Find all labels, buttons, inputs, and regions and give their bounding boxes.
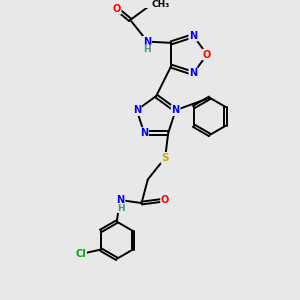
Text: O: O <box>161 195 169 205</box>
Text: N: N <box>172 105 180 115</box>
Text: N: N <box>189 68 197 78</box>
Text: N: N <box>189 31 197 41</box>
Text: H: H <box>143 45 151 54</box>
Text: Cl: Cl <box>76 249 86 259</box>
Text: O: O <box>112 4 121 14</box>
Text: H: H <box>117 203 124 212</box>
Text: CH₃: CH₃ <box>152 0 170 9</box>
Text: S: S <box>161 153 169 163</box>
Text: N: N <box>143 37 151 46</box>
Text: N: N <box>140 128 148 138</box>
Text: N: N <box>116 195 124 205</box>
Text: O: O <box>203 50 211 59</box>
Text: N: N <box>133 105 141 115</box>
